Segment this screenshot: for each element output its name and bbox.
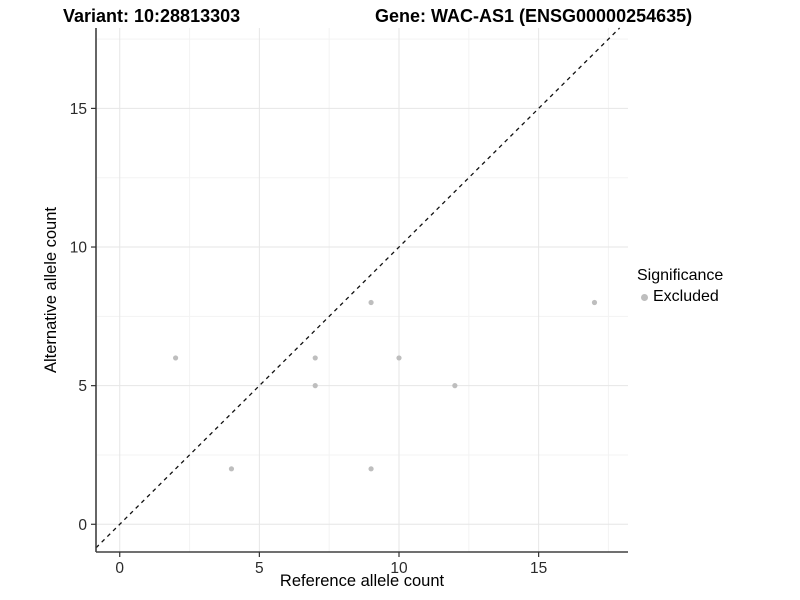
x-axis-label: Reference allele count — [279, 572, 445, 590]
y-tick-label: 0 — [78, 517, 87, 534]
data-point — [312, 383, 318, 389]
data-point — [228, 466, 235, 472]
y-tick-label: 5 — [78, 378, 87, 395]
title-variant: Variant: 10:28813303 — [63, 6, 241, 26]
legend-title: Significance — [637, 267, 724, 284]
data-point — [396, 355, 402, 361]
y-tick-label: 10 — [70, 240, 88, 257]
x-tick-label: 10 — [390, 560, 408, 577]
legend: Significance Excluded — [637, 266, 723, 306]
identity-dashed-line — [95, 27, 621, 549]
title-gene: Gene: WAC-AS1 (ENSG00000254635) — [375, 6, 693, 26]
data-point — [172, 355, 179, 361]
x-tick-label: 5 — [255, 560, 264, 577]
data-point — [452, 383, 458, 389]
data-point — [591, 299, 598, 306]
data-point — [312, 355, 318, 361]
x-tick-label: 0 — [115, 560, 124, 577]
legend-item-excluded: Excluded — [637, 288, 723, 306]
data-point — [368, 466, 374, 472]
data-point — [368, 299, 374, 306]
x-tick-label: 15 — [530, 560, 547, 577]
legend-point-icon — [641, 293, 648, 301]
y-tick-label: 15 — [70, 101, 87, 118]
legend-item-label: Excluded — [653, 288, 719, 305]
y-axis-label: Alternative allele count — [42, 207, 60, 374]
